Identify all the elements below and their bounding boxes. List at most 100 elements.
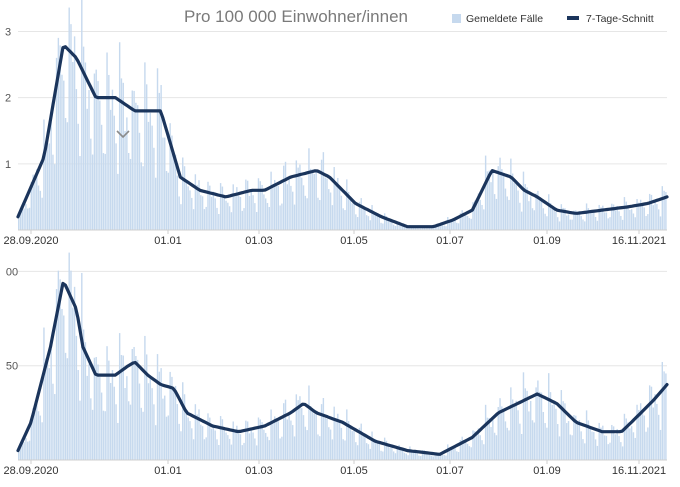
case-bar xyxy=(519,423,521,460)
case-bar xyxy=(237,195,240,230)
case-bar xyxy=(219,416,222,460)
case-bar xyxy=(544,423,546,460)
case-bar xyxy=(140,407,142,460)
case-bar xyxy=(189,421,191,460)
case-bar xyxy=(23,442,25,460)
case-bar xyxy=(616,428,618,460)
case-bar xyxy=(551,208,554,230)
case-bar xyxy=(365,443,368,460)
seven-day-average-line xyxy=(16,281,669,456)
case-bar xyxy=(484,404,487,460)
case-bar xyxy=(326,418,328,460)
case-bar xyxy=(405,453,408,460)
case-bar xyxy=(376,442,379,460)
case-bar xyxy=(245,179,247,230)
case-bar xyxy=(502,175,505,230)
case-bar xyxy=(596,220,599,230)
case-bar xyxy=(513,182,516,230)
case-bar xyxy=(594,216,597,230)
case-bar xyxy=(421,450,424,460)
case-bar xyxy=(439,223,442,230)
case-bar xyxy=(623,197,626,230)
case-bar xyxy=(457,223,460,230)
case-bar xyxy=(97,364,99,460)
case-bar xyxy=(587,420,590,460)
case-bar xyxy=(218,445,220,460)
case-bar xyxy=(268,440,270,460)
case-bar xyxy=(43,327,45,460)
case-bar xyxy=(582,219,584,230)
case-bar xyxy=(367,216,370,230)
case-bar xyxy=(297,167,299,230)
case-bar xyxy=(155,425,157,460)
case-bar xyxy=(456,451,458,460)
case-bar xyxy=(106,52,108,231)
case-bar xyxy=(266,202,269,230)
case-bar xyxy=(293,436,296,460)
case-bar xyxy=(228,438,231,460)
case-bar xyxy=(549,203,552,230)
case-bar xyxy=(412,450,415,460)
case-bar xyxy=(450,447,453,460)
case-bar xyxy=(387,219,389,230)
case-bar xyxy=(394,453,397,460)
case-bar xyxy=(400,223,402,230)
case-bar xyxy=(378,443,380,460)
case-bar xyxy=(511,399,514,460)
case-bar xyxy=(19,207,22,230)
case-bar xyxy=(425,452,427,460)
case-bar xyxy=(30,417,33,460)
case-bar xyxy=(46,137,49,230)
case-bar xyxy=(493,194,496,230)
case-bar xyxy=(77,123,79,230)
case-bar xyxy=(261,422,263,460)
case-bar xyxy=(333,406,335,460)
case-bar xyxy=(454,446,456,460)
case-bar xyxy=(248,433,251,460)
case-bar xyxy=(445,455,447,460)
case-bar xyxy=(472,430,474,460)
case-bar xyxy=(70,270,72,460)
case-bar xyxy=(320,404,323,460)
case-bar xyxy=(221,186,224,230)
case-bar xyxy=(569,434,572,460)
case-bar xyxy=(259,419,261,460)
case-bar xyxy=(562,207,564,230)
case-bar xyxy=(465,214,467,230)
case-bar xyxy=(441,454,444,460)
case-bar xyxy=(427,227,429,230)
case-bar xyxy=(90,138,92,230)
case-bar xyxy=(261,184,263,230)
case-bar xyxy=(430,455,433,460)
case-bar xyxy=(218,213,220,230)
case-bar xyxy=(378,216,380,230)
case-bar xyxy=(347,421,350,460)
case-bar xyxy=(328,427,330,460)
case-bar xyxy=(340,427,343,460)
x-tick-label: 01.05 xyxy=(340,465,368,477)
case-bar xyxy=(295,160,298,230)
case-bar xyxy=(564,208,566,230)
case-bar xyxy=(319,200,321,230)
case-bar xyxy=(48,368,51,460)
case-bar xyxy=(605,435,608,460)
y-tick-label: 1 xyxy=(5,159,11,171)
case-bar xyxy=(420,228,422,230)
case-bar xyxy=(529,401,532,460)
case-bar xyxy=(539,391,541,460)
case-bar xyxy=(297,400,299,460)
case-bar xyxy=(319,436,321,460)
case-bar xyxy=(625,201,627,230)
x-tick-label: 01.07 xyxy=(436,235,464,247)
case-bar xyxy=(414,452,417,460)
case-bar xyxy=(353,202,355,230)
case-bar xyxy=(665,373,667,460)
case-bar xyxy=(459,213,462,230)
case-bar xyxy=(187,186,189,230)
case-bar xyxy=(61,308,63,460)
case-bar xyxy=(533,422,536,460)
case-bar xyxy=(292,191,294,230)
case-bar xyxy=(227,202,229,230)
case-bar xyxy=(93,357,96,460)
case-bar xyxy=(192,209,195,230)
